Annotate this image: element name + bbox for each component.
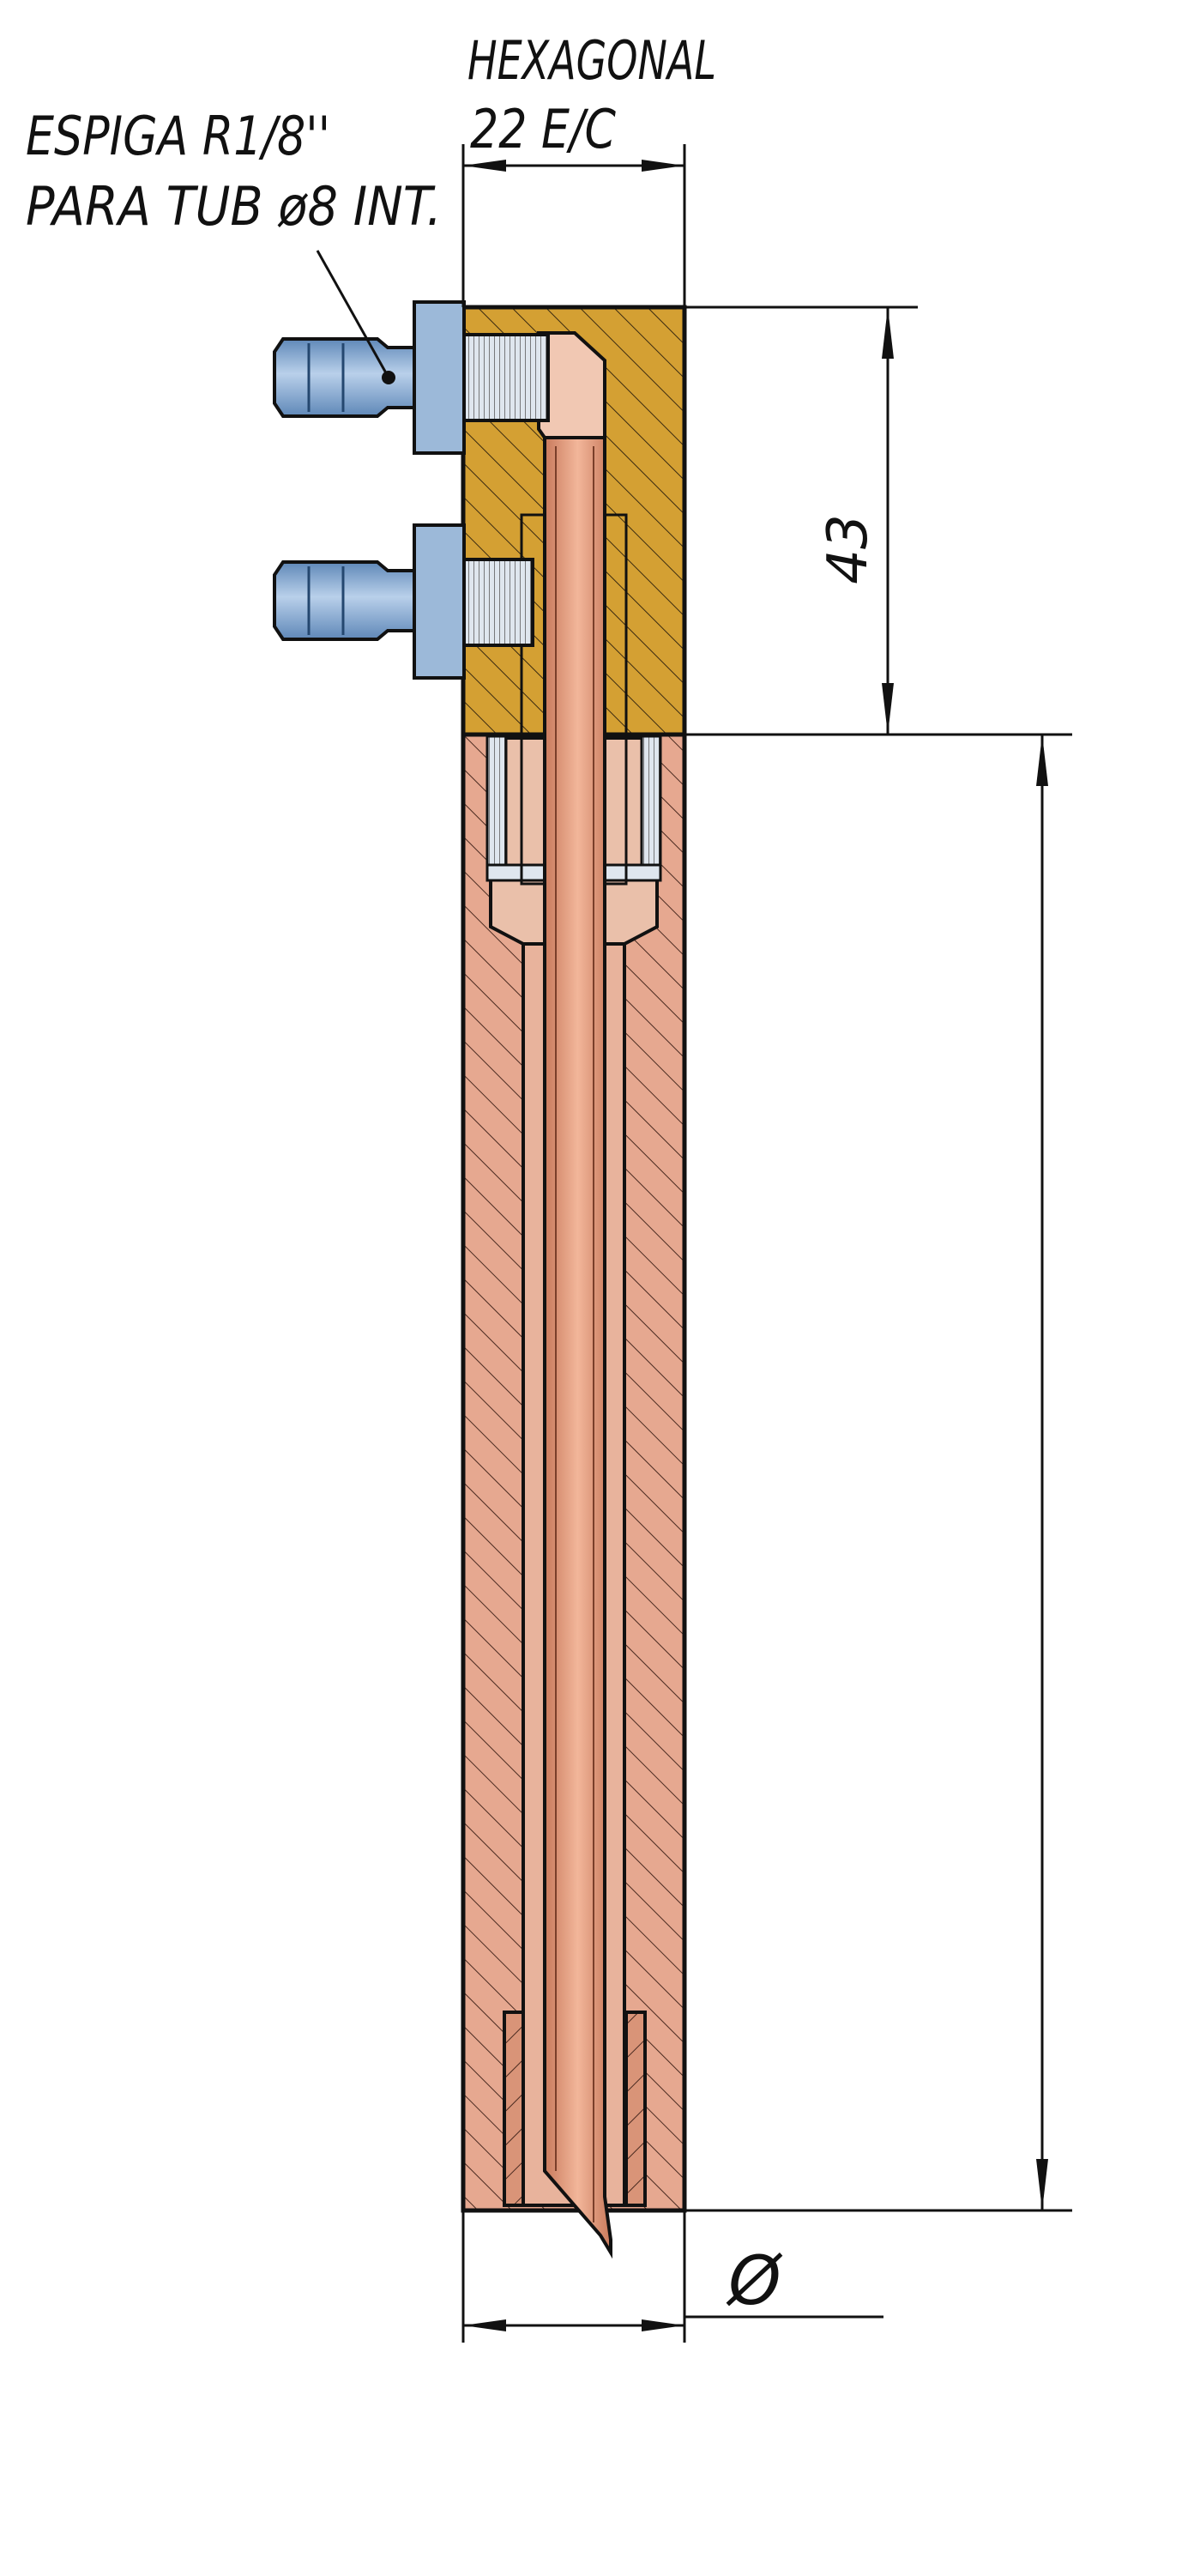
central-tube [543, 436, 612, 2259]
extension-lines [461, 144, 1072, 2343]
dim-43-label: 43 [817, 514, 880, 584]
dim-arrow-icon [463, 2319, 506, 2331]
espiga-leader [316, 250, 390, 378]
lower-hose-fitting [273, 523, 534, 680]
dim-arrow-icon [1036, 735, 1048, 786]
espiga-tube-label: PARA TUB ø8 INT. [26, 175, 442, 238]
dim-hexagonal-width [463, 160, 684, 172]
dim-arrow-icon [642, 160, 684, 172]
dim-head-height [882, 307, 894, 735]
dim-body-length [1036, 735, 1048, 2210]
espiga-label: ESPIGA R1/8'' [26, 105, 330, 167]
dim-diameter [463, 2319, 684, 2331]
dim-diameter-label: Ø [726, 2243, 783, 2320]
upper-hose-fitting [273, 300, 550, 455]
dim-arrow-icon [463, 160, 506, 172]
head-cavity [537, 331, 606, 439]
hexagonal-size-label: 22 E/C [470, 98, 617, 160]
dim-arrow-icon [882, 683, 894, 735]
dim-arrow-icon [642, 2319, 684, 2331]
dim-arrow-icon [1036, 2159, 1048, 2210]
hexagonal-label: HEXAGONAL [467, 29, 716, 92]
dim-arrow-icon [882, 307, 894, 359]
